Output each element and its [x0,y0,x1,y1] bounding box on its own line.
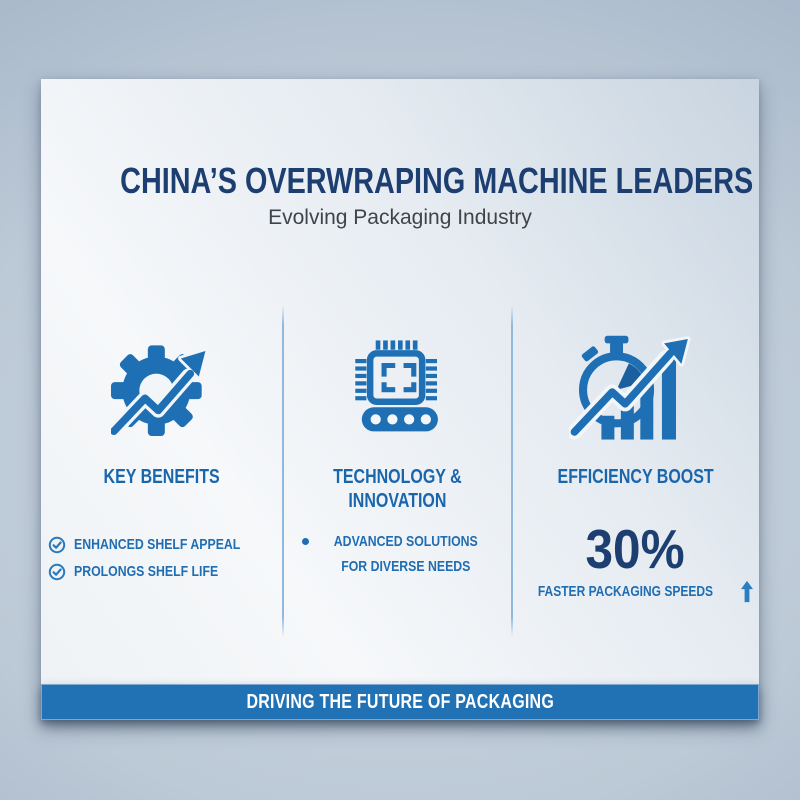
page-title: CHINA’S OVERWRAPING MACHINE LEADERS [120,160,754,201]
column-heading: KEY BENEFITS [103,466,221,488]
content-card: CHINA’S OVERWRAPING MACHINE LEADERS Evol… [41,79,759,720]
microchip-conveyor-icon [354,340,438,432]
column-key-benefits: KEY BENEFITS ENHANCED SHELF APPEAL PROLO… [41,305,283,637]
check-circle-icon [48,536,65,553]
benefits-list: ENHANCED SHELF APPEAL PROLONGS SHELF LIF… [48,531,277,585]
icon-box [111,305,213,465]
footer-banner: DRIVING THE FUTURE OF PACKAGING [41,684,759,720]
column-efficiency-boost: EFFICIENCY BOOST 30% FASTER PACKAGING SP… [512,305,759,637]
bullet-label: ADVANCED SOLUTIONS FOR DIVERSE NEEDS [333,533,478,575]
check-circle-icon [48,563,65,580]
bullet-dot-icon [301,538,309,545]
stopwatch-growth-chart-icon [568,335,691,440]
benefit-item: ENHANCED SHELF APPEAL [48,531,277,558]
column-technology-innovation: TECHNOLOGY & INNOVATION ADVANCED SOLUTIO… [283,305,512,637]
stat-value: 30% [585,518,686,580]
bullet-item: ADVANCED SOLUTIONS FOR DIVERSE NEEDS [301,529,494,579]
stat-caption: FASTER PACKAGING SPEEDS [516,579,756,603]
stat-label: FASTER PACKAGING SPEEDS [537,582,713,600]
up-arrow-icon [741,580,754,603]
footer-banner-text: DRIVING THE FUTURE OF PACKAGING [246,690,554,713]
benefit-label: ENHANCED SHELF APPEAL [73,536,240,553]
benefit-item: PROLONGS SHELF LIFE [48,558,277,585]
column-heading: TECHNOLOGY & INNOVATION [333,466,462,512]
page-subtitle: Evolving Packaging Industry [268,206,532,229]
gear-growth-arrow-icon [111,345,209,439]
column-heading: EFFICIENCY BOOST [557,466,714,488]
column-divider [511,305,513,637]
column-divider [282,305,284,637]
columns-section: KEY BENEFITS ENHANCED SHELF APPEAL PROLO… [41,305,759,637]
benefit-label: PROLONGS SHELF LIFE [73,563,218,580]
icon-box [346,305,450,465]
icon-box [568,305,703,465]
